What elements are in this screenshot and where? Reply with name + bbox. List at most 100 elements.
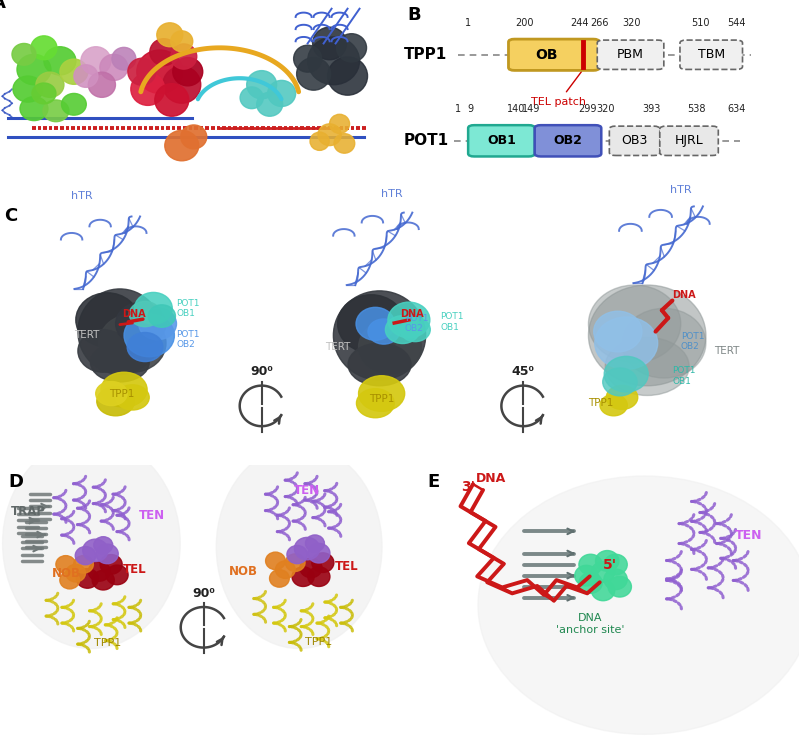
Circle shape [265,552,285,570]
Text: TPP1: TPP1 [109,388,135,399]
Text: 634: 634 [727,104,745,114]
Ellipse shape [139,308,177,339]
Ellipse shape [217,445,382,649]
Text: 200: 200 [515,18,534,28]
Text: HJRL: HJRL [674,134,703,148]
FancyBboxPatch shape [680,40,742,69]
Ellipse shape [13,76,43,102]
Ellipse shape [165,131,199,161]
Circle shape [77,568,98,588]
Ellipse shape [76,293,139,347]
Text: TEL patch: TEL patch [531,72,586,107]
Text: 299: 299 [578,104,596,114]
Text: 538: 538 [687,104,706,114]
Ellipse shape [359,376,405,411]
Text: 90⁰: 90⁰ [250,365,273,378]
Ellipse shape [44,46,76,75]
Text: TERT: TERT [714,346,740,356]
Circle shape [106,565,128,584]
Circle shape [66,565,85,582]
Text: TBM: TBM [698,48,725,61]
Circle shape [96,544,118,564]
Text: C: C [4,207,18,225]
Ellipse shape [134,292,173,324]
Text: D: D [8,473,23,491]
Circle shape [287,545,308,564]
FancyBboxPatch shape [610,126,660,156]
Ellipse shape [589,285,706,386]
Text: 9: 9 [467,104,473,114]
Ellipse shape [328,57,368,95]
Ellipse shape [385,316,419,344]
Ellipse shape [31,36,57,60]
Text: 140: 140 [507,104,526,114]
FancyBboxPatch shape [598,40,664,69]
Text: TEN: TEN [139,508,165,522]
Text: 544: 544 [727,18,745,28]
Text: 510: 510 [691,18,710,28]
Text: OB3: OB3 [622,134,648,148]
Text: TEL: TEL [123,563,146,576]
Ellipse shape [36,72,64,97]
Ellipse shape [171,44,197,69]
Ellipse shape [594,311,642,352]
Text: POT1
OB1: POT1 OB1 [440,312,464,331]
Circle shape [276,561,295,579]
Text: hTR: hTR [670,185,692,195]
Circle shape [269,570,289,587]
Text: OB1: OB1 [487,134,516,148]
Text: POT1
OB1: POT1 OB1 [177,299,200,318]
Circle shape [574,565,598,586]
Ellipse shape [127,333,163,362]
Text: DNA: DNA [400,309,424,319]
Text: POT1
OB2: POT1 OB2 [177,330,200,349]
Text: 266: 266 [590,18,609,28]
Ellipse shape [17,55,51,85]
Text: POT1
OB1: POT1 OB1 [672,366,696,386]
Text: TERT: TERT [74,331,99,340]
Ellipse shape [589,285,681,362]
Ellipse shape [100,55,128,80]
Text: DNA: DNA [475,472,506,486]
Circle shape [100,554,122,574]
Ellipse shape [356,389,394,418]
Ellipse shape [131,73,165,106]
Circle shape [292,567,314,587]
Ellipse shape [359,320,422,374]
Ellipse shape [336,34,367,62]
Ellipse shape [622,308,706,378]
Circle shape [312,553,334,573]
Circle shape [294,537,320,560]
Text: PBM: PBM [617,48,644,61]
Text: 5': 5' [603,558,617,572]
Ellipse shape [602,368,637,396]
Text: TPP1: TPP1 [369,394,395,404]
Ellipse shape [308,37,360,85]
Ellipse shape [368,319,400,344]
Circle shape [595,551,619,571]
Text: B: B [407,6,421,24]
Ellipse shape [606,337,689,396]
Text: TRAP: TRAP [10,506,46,518]
Text: TPP1: TPP1 [93,638,121,648]
Circle shape [305,535,324,552]
Text: 149: 149 [522,104,540,114]
Ellipse shape [88,72,116,97]
Ellipse shape [478,476,799,734]
Ellipse shape [90,343,149,382]
Text: TPP1: TPP1 [403,47,447,62]
Text: 244: 244 [570,18,588,28]
FancyBboxPatch shape [508,39,599,70]
Text: 3': 3' [461,480,475,494]
Circle shape [83,539,108,562]
Ellipse shape [157,23,183,46]
Text: 393: 393 [642,104,661,114]
Ellipse shape [256,92,283,117]
Ellipse shape [97,387,134,415]
Ellipse shape [594,317,658,369]
Circle shape [56,556,76,573]
Ellipse shape [400,317,431,342]
Circle shape [74,556,93,573]
Ellipse shape [312,27,347,60]
Ellipse shape [78,289,161,374]
